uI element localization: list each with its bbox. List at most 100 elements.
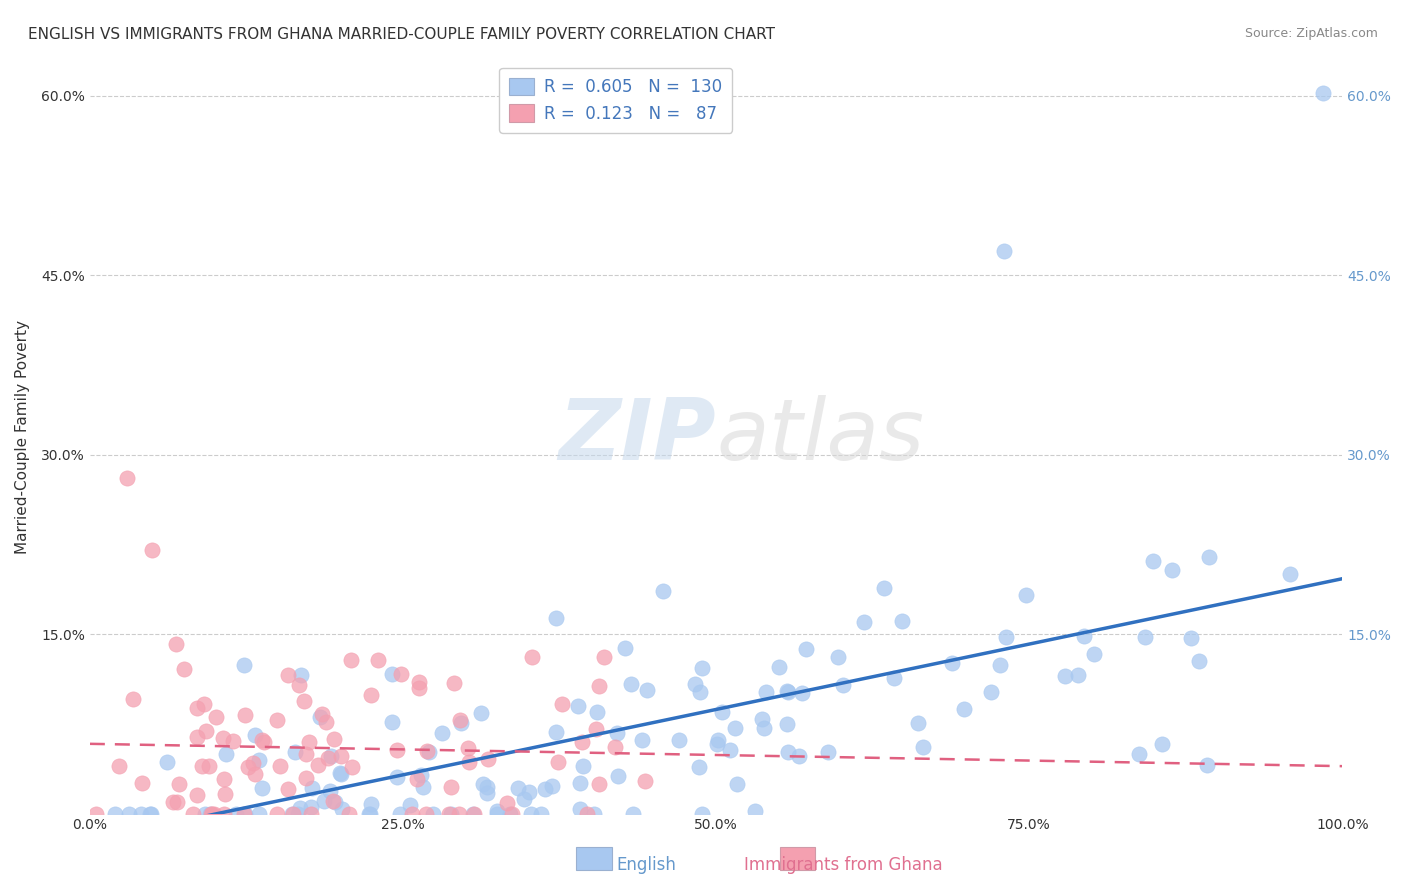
Point: [198, 759, 221, 773]
Point: [129, 806, 152, 821]
Point: [139, 806, 162, 821]
Point: [205, 709, 228, 723]
Point: [166, 795, 188, 809]
Point: [408, 675, 430, 690]
Point: [360, 797, 382, 812]
Point: [778, 685, 800, 699]
Point: [418, 745, 440, 759]
Point: [690, 806, 713, 821]
Point: [167, 777, 190, 791]
Point: [776, 717, 799, 731]
Point: [1180, 631, 1202, 645]
Point: [357, 806, 380, 821]
Point: [827, 650, 849, 665]
Point: [186, 788, 208, 802]
Point: [575, 806, 598, 821]
Point: [284, 746, 307, 760]
Point: [202, 806, 225, 821]
Point: [156, 755, 179, 769]
Point: [315, 715, 337, 730]
Point: [458, 756, 481, 770]
Point: [606, 726, 628, 740]
Point: [288, 678, 311, 692]
Point: [381, 667, 404, 681]
Point: [191, 759, 214, 773]
Point: [332, 802, 354, 816]
Point: [630, 732, 652, 747]
Point: [422, 806, 444, 821]
Point: [517, 784, 540, 798]
Point: [506, 780, 529, 795]
Point: [311, 707, 333, 722]
Point: [117, 471, 139, 485]
Text: English: English: [617, 856, 676, 874]
Point: [277, 781, 299, 796]
Point: [980, 685, 1002, 699]
Point: [408, 681, 430, 696]
Point: [620, 677, 643, 691]
Y-axis label: Married-Couple Family Poverty: Married-Couple Family Poverty: [15, 319, 30, 554]
Point: [572, 759, 595, 773]
Point: [295, 747, 318, 761]
Point: [131, 776, 153, 790]
Point: [449, 806, 471, 821]
Point: [1278, 566, 1301, 581]
Point: [243, 727, 266, 741]
Bar: [780, 847, 815, 870]
Point: [852, 615, 875, 629]
Point: [299, 806, 322, 821]
Point: [340, 760, 363, 774]
Point: [1195, 758, 1218, 772]
Point: [495, 797, 517, 811]
Point: [301, 781, 323, 796]
Point: [953, 702, 976, 716]
Point: [340, 653, 363, 667]
Point: [235, 806, 257, 821]
Point: [1152, 738, 1174, 752]
Text: ENGLISH VS IMMIGRANTS FROM GHANA MARRIED-COUPLE FAMILY POVERTY CORRELATION CHART: ENGLISH VS IMMIGRANTS FROM GHANA MARRIED…: [28, 27, 775, 42]
Point: [430, 725, 453, 739]
Point: [266, 713, 288, 727]
Point: [592, 649, 614, 664]
Point: [568, 802, 591, 816]
Point: [752, 721, 775, 735]
Point: [794, 642, 817, 657]
Point: [751, 712, 773, 726]
Point: [1312, 86, 1334, 100]
Point: [567, 698, 589, 713]
Point: [360, 688, 382, 702]
Point: [651, 584, 673, 599]
Point: [550, 697, 572, 711]
Point: [141, 543, 163, 558]
Point: [416, 744, 439, 758]
Point: [243, 767, 266, 781]
Point: [233, 657, 256, 672]
Point: [724, 721, 747, 735]
Point: [470, 706, 492, 720]
Point: [314, 794, 336, 808]
Point: [718, 742, 741, 756]
Point: [583, 806, 606, 821]
Point: [1161, 563, 1184, 577]
Text: Immigrants from Ghana: Immigrants from Ghana: [744, 856, 943, 874]
Point: [253, 734, 276, 748]
Point: [588, 776, 610, 790]
Point: [359, 806, 381, 821]
Point: [1053, 668, 1076, 682]
Point: [415, 806, 437, 821]
Point: [585, 722, 607, 736]
Point: [321, 748, 343, 763]
Point: [222, 734, 245, 748]
Point: [988, 658, 1011, 673]
Point: [440, 780, 463, 795]
Point: [711, 705, 734, 719]
Point: [200, 806, 222, 821]
Point: [603, 740, 626, 755]
Point: [381, 714, 404, 729]
Point: [831, 678, 853, 692]
Point: [193, 697, 215, 711]
Point: [1135, 631, 1157, 645]
Point: [1128, 747, 1150, 761]
Point: [544, 611, 567, 625]
Point: [301, 800, 323, 814]
